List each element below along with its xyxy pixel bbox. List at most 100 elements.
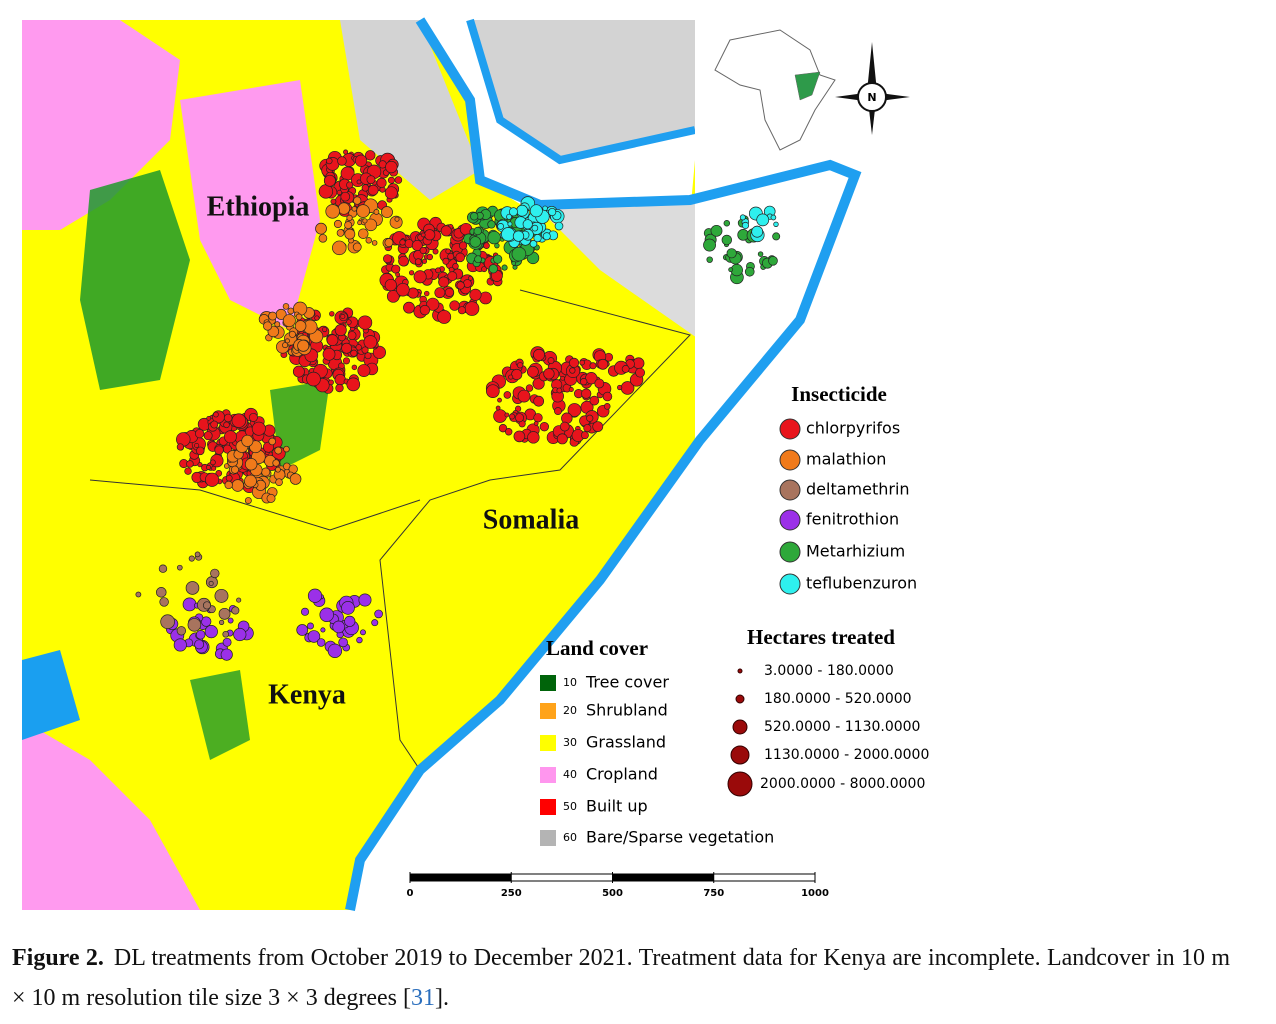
treatment-point <box>728 267 734 273</box>
treatment-point <box>184 467 192 475</box>
legend-swatch <box>540 799 556 815</box>
treatment-point <box>385 160 398 174</box>
treatment-point <box>155 587 167 598</box>
treatment-point <box>533 234 542 243</box>
caption-reference[interactable]: 31 <box>410 985 435 1011</box>
treatment-point <box>445 248 451 254</box>
legend-label: fenitrothion <box>806 510 899 529</box>
treatment-point <box>395 272 401 278</box>
treatment-point <box>244 458 258 471</box>
treatment-point <box>307 622 314 630</box>
treatment-point <box>230 465 240 474</box>
treatment-point <box>449 300 460 311</box>
scale-tick-label: 250 <box>501 888 522 899</box>
treatment-point <box>244 497 252 505</box>
treatment-point <box>160 614 175 630</box>
treatment-point <box>474 255 482 264</box>
treatment-point <box>222 637 232 647</box>
treatment-point <box>424 229 436 241</box>
mask <box>695 20 715 170</box>
treatment-point <box>741 221 750 230</box>
treatment-point <box>195 446 205 456</box>
legend-swatch <box>540 735 556 751</box>
tree-cover <box>190 670 250 760</box>
treatment-point <box>205 472 220 487</box>
caption-text-end: ]. <box>434 985 449 1011</box>
treatment-point <box>195 630 206 640</box>
treatment-point <box>506 213 513 220</box>
treatment-point <box>703 238 716 252</box>
treatment-point <box>442 257 450 265</box>
treatment-point <box>316 638 326 647</box>
treatment-point <box>585 372 598 385</box>
treatment-point <box>542 232 551 241</box>
treatment-point <box>361 346 369 354</box>
treatment-point <box>300 607 310 616</box>
treatment-point <box>223 463 230 469</box>
treatment-point <box>206 464 211 470</box>
treatment-point <box>338 637 348 648</box>
treatment-point <box>581 388 592 399</box>
legend-swatch <box>779 479 801 501</box>
cropland <box>22 20 180 230</box>
treatment-point <box>501 264 508 271</box>
treatment-point <box>504 428 513 436</box>
treatment-point <box>356 204 370 218</box>
legend-code: 50 <box>563 800 577 813</box>
treatment-point <box>336 229 345 237</box>
treatment-point <box>346 377 361 392</box>
treatment-point <box>354 154 368 167</box>
treatment-point <box>334 373 346 386</box>
treatment-point <box>554 221 564 231</box>
treatment-point <box>568 386 574 392</box>
treatment-point <box>274 321 281 328</box>
legend-label: deltamethrin <box>806 480 910 499</box>
treatment-point <box>488 264 498 274</box>
treatment-point <box>296 624 309 636</box>
treatment-point <box>231 413 247 428</box>
treatment-point <box>455 252 465 263</box>
treatment-point <box>409 270 415 276</box>
border <box>379 289 691 771</box>
tree-cover <box>80 170 190 390</box>
treatment-point <box>556 433 568 445</box>
scale-bar-segment <box>410 874 512 881</box>
legend-swatch <box>779 509 801 531</box>
treatment-point <box>739 214 746 221</box>
border <box>89 479 421 531</box>
treatment-point <box>444 287 455 297</box>
treatment-point <box>325 204 340 219</box>
treatment-point <box>556 387 563 394</box>
treatment-point <box>186 460 194 468</box>
bare-vegetation <box>540 199 695 337</box>
treatment-point <box>194 639 205 650</box>
treatment-point <box>223 421 230 429</box>
treatment-point <box>539 422 550 432</box>
treatment-point <box>346 181 354 189</box>
treatment-point <box>421 258 428 264</box>
treatment-point <box>579 359 585 366</box>
treatment-point <box>353 196 362 205</box>
legend-label: Built up <box>586 797 648 816</box>
legend-swatch <box>779 573 801 595</box>
legend-swatch <box>737 668 743 674</box>
treatment-point <box>487 220 496 229</box>
treatment-point <box>223 430 237 444</box>
scale-bar-segment <box>612 874 714 881</box>
treatment-point <box>757 251 764 257</box>
legend-label: Metarhizium <box>806 542 905 561</box>
treatment-point <box>435 267 442 274</box>
treatment-point <box>214 445 224 455</box>
treatment-point <box>356 636 363 644</box>
legend-title: Land cover <box>546 636 648 660</box>
treatment-point <box>222 630 230 638</box>
legend-label: teflubenzuron <box>806 574 917 593</box>
treatment-point <box>384 278 397 292</box>
treatment-point <box>340 313 346 319</box>
treatment-point <box>292 365 305 378</box>
treatment-point <box>295 313 303 321</box>
treatment-point <box>358 593 372 607</box>
treatment-point <box>358 228 369 239</box>
treatment-point <box>554 407 562 416</box>
treatment-point <box>580 431 589 440</box>
